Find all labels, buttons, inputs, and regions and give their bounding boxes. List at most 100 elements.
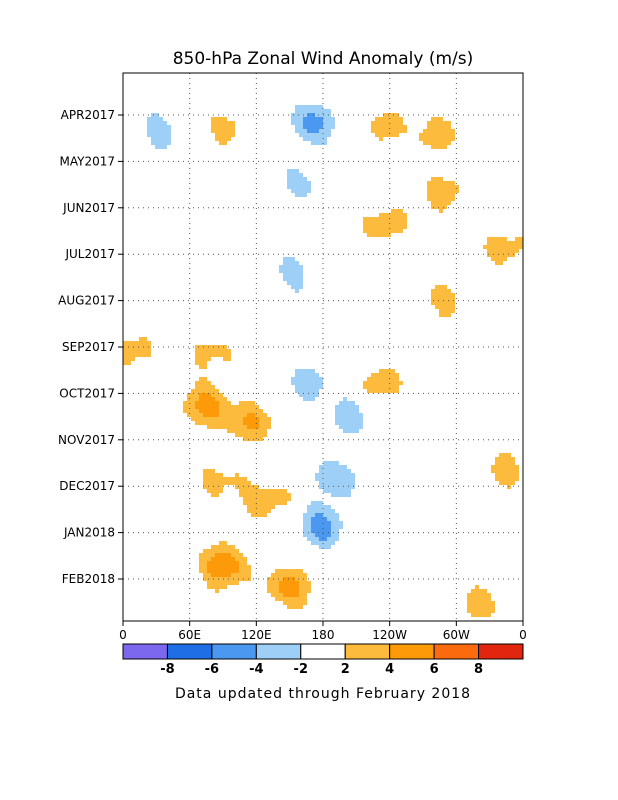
anomaly-cell xyxy=(235,405,239,409)
anomaly-cell xyxy=(343,409,347,413)
anomaly-cell xyxy=(263,433,267,437)
anomaly-cell xyxy=(431,129,435,133)
anomaly-cell xyxy=(255,489,259,493)
anomaly-cell xyxy=(215,585,219,589)
anomaly-cell xyxy=(451,189,455,193)
anomaly-cell xyxy=(323,525,327,529)
anomaly-cell xyxy=(279,597,283,601)
anomaly-cell xyxy=(275,497,279,501)
anomaly-cell xyxy=(251,401,255,405)
anomaly-cell xyxy=(283,581,287,585)
anomaly-cell xyxy=(447,181,451,185)
anomaly-cell xyxy=(223,357,227,361)
anomaly-cell xyxy=(295,105,299,109)
anomaly-cell xyxy=(303,581,307,585)
anomaly-cell xyxy=(311,377,315,381)
anomaly-cell xyxy=(307,381,311,385)
anomaly-cell xyxy=(275,573,279,577)
anomaly-cell xyxy=(379,377,383,381)
anomaly-cell xyxy=(143,353,147,357)
anomaly-cell xyxy=(467,605,471,609)
anomaly-cell xyxy=(339,493,343,497)
anomaly-cell xyxy=(307,581,311,585)
anomaly-cell xyxy=(215,573,219,577)
anomaly-cell xyxy=(447,309,451,313)
anomaly-cell xyxy=(475,597,479,601)
anomaly-cell xyxy=(215,413,219,417)
anomaly-cell xyxy=(315,477,319,481)
anomaly-cell xyxy=(207,569,211,573)
anomaly-cell xyxy=(307,505,311,509)
anomaly-cell xyxy=(311,381,315,385)
anomaly-cell xyxy=(431,193,435,197)
anomaly-cell xyxy=(215,577,219,581)
anomaly-cell xyxy=(215,549,219,553)
colorbar-tick-label: -2 xyxy=(294,662,308,677)
anomaly-cell xyxy=(203,421,207,425)
anomaly-cell xyxy=(495,237,499,241)
anomaly-cell xyxy=(279,577,283,581)
anomaly-cell xyxy=(263,413,267,417)
anomaly-cell xyxy=(319,141,323,145)
anomaly-cell xyxy=(307,373,311,377)
anomaly-cell xyxy=(239,477,243,481)
anomaly-cell xyxy=(311,385,315,389)
anomaly-cell xyxy=(291,569,295,573)
anomaly-cell xyxy=(315,137,319,141)
anomaly-cell xyxy=(383,385,387,389)
y-tick-label: AUG2017 xyxy=(58,294,115,308)
anomaly-cell xyxy=(223,577,227,581)
anomaly-cell xyxy=(167,129,171,133)
anomaly-cell xyxy=(235,421,239,425)
anomaly-cell xyxy=(251,509,255,513)
anomaly-cell xyxy=(187,405,191,409)
anomaly-cell xyxy=(423,137,427,141)
anomaly-cell xyxy=(303,105,307,109)
anomaly-cell xyxy=(447,297,451,301)
anomaly-cell xyxy=(435,121,439,125)
anomaly-cell xyxy=(239,429,243,433)
anomaly-cell xyxy=(251,417,255,421)
anomaly-cell xyxy=(191,409,195,413)
anomaly-cell xyxy=(299,577,303,581)
anomaly-cell xyxy=(435,133,439,137)
anomaly-cell xyxy=(319,121,323,125)
anomaly-cell xyxy=(283,585,287,589)
anomaly-cell xyxy=(427,197,431,201)
anomaly-cell xyxy=(139,337,143,341)
anomaly-cell xyxy=(395,133,399,137)
anomaly-cell xyxy=(395,209,399,213)
anomaly-cell xyxy=(255,425,259,429)
anomaly-cell xyxy=(307,393,311,397)
anomaly-cell xyxy=(151,125,155,129)
anomaly-cell xyxy=(295,589,299,593)
anomaly-cell xyxy=(443,301,447,305)
anomaly-cell xyxy=(499,237,503,241)
anomaly-cell xyxy=(303,397,307,401)
anomaly-cell xyxy=(323,117,327,121)
anomaly-cell xyxy=(327,505,331,509)
anomaly-cell xyxy=(151,117,155,121)
anomaly-cell xyxy=(251,501,255,505)
anomaly-cell xyxy=(323,477,327,481)
anomaly-cell xyxy=(263,421,267,425)
anomaly-cell xyxy=(239,485,243,489)
anomaly-cell xyxy=(291,261,295,265)
anomaly-cell xyxy=(223,117,227,121)
anomaly-cell xyxy=(311,133,315,137)
anomaly-cell xyxy=(195,345,199,349)
anomaly-cell xyxy=(511,253,515,257)
anomaly-cell xyxy=(339,421,343,425)
anomaly-cell xyxy=(231,565,235,569)
anomaly-cell xyxy=(227,545,231,549)
anomaly-cell xyxy=(427,185,431,189)
anomaly-cell xyxy=(323,509,327,513)
anomaly-cell xyxy=(247,501,251,505)
anomaly-cell xyxy=(351,429,355,433)
anomaly-cell xyxy=(431,145,435,149)
anomaly-cell xyxy=(323,133,327,137)
anomaly-cell xyxy=(331,537,335,541)
anomaly-cell xyxy=(291,605,295,609)
anomaly-cell xyxy=(207,469,211,473)
